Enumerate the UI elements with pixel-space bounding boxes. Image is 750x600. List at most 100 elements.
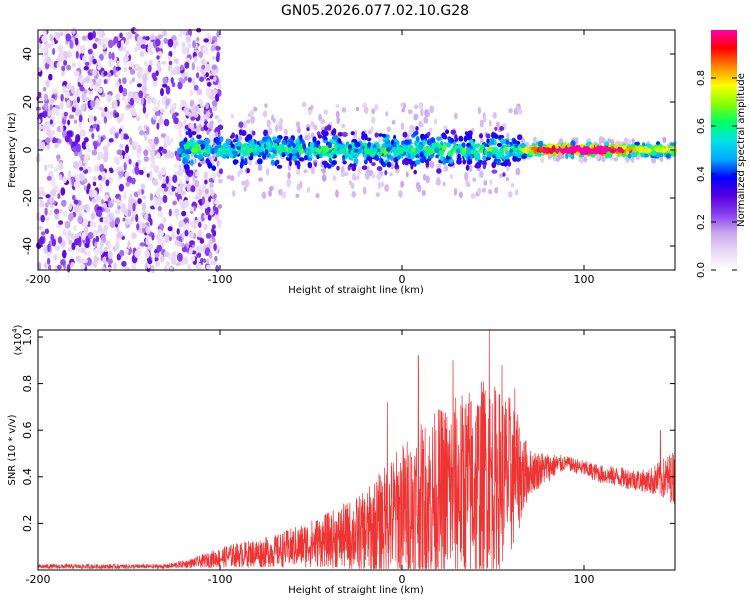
spectrogram-cell [94,241,98,248]
spectrogram-cell [120,131,124,141]
spectrogram-cell [219,168,223,175]
spectrogram-cell [78,61,82,70]
spectrogram-cell [499,126,505,131]
spectrogram-cell [131,77,136,82]
spectrogram-cell [219,136,224,143]
spectrogram-cell [208,123,214,129]
spectrogram-cell [97,224,103,234]
spectrogram-cell [295,169,301,176]
spectrogram-cell [199,76,205,82]
spectrogram-cell [366,137,372,142]
spectrogram-cell [108,138,114,143]
spectrogram-cell [210,190,215,197]
spectrogram-cell [201,58,206,66]
spectrogram-cell [114,198,120,204]
spectrogram-x-tick-label: 0 [399,273,406,286]
spectrogram-cell [193,84,199,91]
spectrogram-cell [515,167,521,176]
spectrogram-cell [468,164,473,173]
spectrogram-cell [114,209,119,215]
spectrogram-cell [241,180,246,186]
spectrogram-cell [114,132,119,139]
spectrogram-cell [236,145,242,151]
spectrogram-cell [278,188,283,196]
spectrogram-cell [98,182,103,192]
spectrogram-cell [403,139,410,146]
spectrogram-cell [195,245,199,254]
spectrogram-cell [129,193,133,203]
spectrogram-cell [71,27,76,35]
spectrogram-cell [337,144,343,148]
spectrogram-cell [214,136,220,143]
spectrogram-cell [362,186,367,195]
spectrogram-cell [79,45,86,54]
spectrogram-cell [191,148,197,153]
spectrogram-cell [398,147,404,155]
spectrogram-cell [72,225,78,231]
spectrogram-cell [71,85,75,94]
spectrogram-cell [354,130,358,137]
spectrogram-cell [44,228,50,235]
spectrogram-cell [235,137,239,142]
spectrogram-cell [477,154,481,160]
spectrogram-cell [356,174,360,180]
spectrogram-cell [485,133,491,139]
spectrogram-cell [401,108,405,113]
spectrogram-cell [333,134,339,142]
spectrogram-cell [183,256,188,265]
spectrogram-cell [108,51,112,60]
spectrogram-cell [205,149,211,155]
spectrogram-cell [375,155,380,162]
spectrogram-cell [250,139,255,146]
colorbar-tick-label: 0.6 [696,118,707,134]
spectrogram-cell [196,188,200,197]
spectrogram-cell [145,236,150,246]
snr-y-label: SNR (10 * v/v) [7,414,18,485]
spectrogram-cell [428,147,435,155]
spectrogram-cell [57,236,63,244]
spectrogram-cell [247,149,253,153]
spectrogram-cell [595,153,600,160]
spectrogram-cell [458,135,464,142]
colorbar-label: Normalized spectral amplitude [736,73,747,227]
spectrogram-cell [343,143,347,148]
spectrogram-cell [442,134,448,140]
spectrogram-cell [209,182,214,188]
spectrogram-cell [122,191,127,201]
snr-y-tick-label: 0.2 [21,515,34,533]
spectrogram-cell [324,126,328,132]
spectrogram-cell [83,218,89,227]
colorbar-tick-label: 0.2 [696,214,707,230]
spectrogram-cell [219,150,224,157]
spectrogram-cell [100,171,106,177]
spectrogram-cell [75,255,80,262]
spectrogram-cell [423,116,429,124]
spectrogram-cell [473,144,479,149]
spectrogram-cell [118,84,123,94]
spectrogram-cell [240,158,244,164]
spectrogram-cell [107,39,114,49]
spectrogram-cell [265,141,272,147]
spectrogram-cell [155,38,161,47]
spectrogram-cell [42,57,48,64]
spectrogram-cell [86,257,92,266]
spectrogram-cell [227,150,233,157]
spectrogram-cell [45,194,51,199]
spectrogram-cell [193,56,198,63]
spectrogram-cell [579,148,586,156]
spectrogram-cell [238,121,244,128]
spectrogram-cell [185,109,189,116]
spectrogram-cell [166,139,172,147]
spectrogram-cell [78,77,84,83]
spectrogram-cell [124,171,129,178]
spectrogram-cell [124,153,129,162]
spectrogram-cell [161,234,166,243]
spectrogram-cell [208,162,213,169]
spectrogram-cell [62,176,67,184]
spectrogram-cells [35,27,678,274]
spectrogram-cell [45,79,50,88]
spectrogram-cell [155,47,162,52]
spectrogram-cell [436,163,442,170]
spectrogram-cell [335,103,340,108]
spectrogram-cell [429,154,434,159]
